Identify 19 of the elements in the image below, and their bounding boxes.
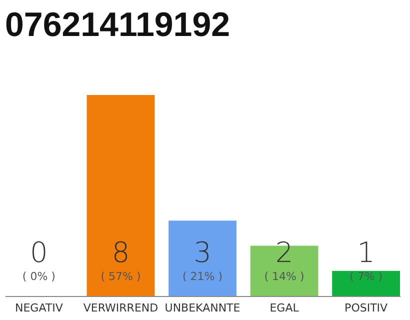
x-tick-label: NEGATIV <box>15 302 64 314</box>
annotation: ( 7% ) <box>350 270 383 283</box>
x-tick-label: EGAL <box>270 302 300 314</box>
data-label: 1 <box>357 236 375 269</box>
bar <box>86 95 155 296</box>
chart-title: 076214119192 <box>5 6 230 44</box>
bar <box>332 270 400 296</box>
data-label: 0 <box>30 236 48 269</box>
data-label: 2 <box>275 236 294 269</box>
annotation: ( 57% ) <box>100 270 141 283</box>
annotation: ( 14% ) <box>264 270 304 283</box>
annotation: ( 21% ) <box>182 270 223 283</box>
x-tick-label: POSITIV <box>344 302 388 314</box>
data-label: 8 <box>112 236 130 269</box>
bar <box>168 220 236 296</box>
x-tick-label: VERWIRREND <box>83 302 158 314</box>
x-tick-label: UNBEKANNTE <box>164 302 240 314</box>
data-label: 3 <box>194 236 212 269</box>
annotation: ( 0% ) <box>22 270 56 283</box>
